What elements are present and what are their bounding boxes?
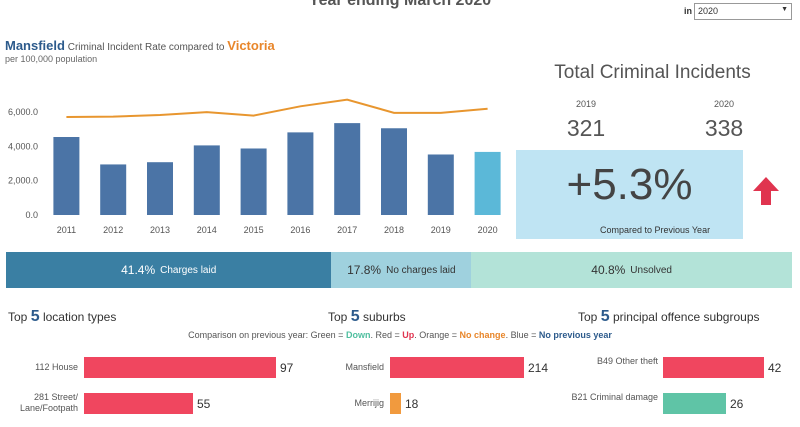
bar-2016[interactable] <box>287 132 314 215</box>
outcome-percent: 41.4% <box>121 263 156 277</box>
x-tick-label: 2013 <box>150 225 170 235</box>
bar-2017[interactable] <box>334 123 361 215</box>
comparison-legend: Comparison on previous year: Green = Dow… <box>188 330 612 340</box>
section-title-locations: Top 5 location types <box>8 308 117 325</box>
year-filter-label: in <box>684 6 692 16</box>
y-tick-label: 0.0 <box>25 210 38 220</box>
compare-region-name: Victoria <box>227 38 275 53</box>
outcome-label: Unsolved <box>630 264 672 276</box>
chart-title: Mansfield Criminal Incident Rate compare… <box>5 38 275 53</box>
bar-2015[interactable] <box>240 148 267 215</box>
list-item-label: 112 House <box>35 362 78 372</box>
chart-subtitle: per 100,000 population <box>5 54 98 64</box>
victoria-line[interactable] <box>66 98 488 118</box>
list-item-label: Mansfield <box>345 362 384 372</box>
year-dropdown-value: 2020 <box>698 6 719 16</box>
list-item-label: B21 Criminal damage <box>571 392 658 402</box>
x-tick-label: 2012 <box>103 225 123 235</box>
outcome-bar: 41.4% Charges laid 17.8% No charges laid 40.… <box>6 252 792 288</box>
x-tick-label: 2014 <box>197 225 217 235</box>
bar-2011[interactable] <box>53 137 80 215</box>
list-item-label: B49 Other theft <box>596 356 658 366</box>
region-name: Mansfield <box>5 38 65 53</box>
x-tick-label: 2017 <box>337 225 357 235</box>
change-percent: +5.3% <box>566 160 693 209</box>
change-panel <box>516 150 743 239</box>
summary-title: Total Criminal Incidents <box>554 62 751 83</box>
x-tick-label: 2020 <box>478 225 498 235</box>
trend-chart: 0.0 2,000.0 4,000.0 6,000.0 2011 2012 2013 2014… <box>8 98 501 235</box>
x-tick-label: 2011 <box>57 225 76 235</box>
change-caption: Compared to Previous Year <box>600 225 711 235</box>
list-item-value: 97 <box>280 361 294 375</box>
y-tick-label: 2,000.0 <box>8 176 38 186</box>
outcome-percent: 40.8% <box>591 263 626 277</box>
prev-year-value: 321 <box>566 115 606 141</box>
list-item-bar[interactable] <box>84 393 193 414</box>
y-tick-label: 6,000.0 <box>8 107 38 117</box>
bar-2012[interactable] <box>100 164 127 215</box>
bar-2020[interactable] <box>474 151 501 215</box>
bar-2014[interactable] <box>193 145 220 215</box>
list-item-value: 55 <box>197 397 211 411</box>
outcome-label: Charges laid <box>160 264 217 276</box>
section-title-offences: Top 5 principal offence subgroups <box>578 308 760 325</box>
list-item-bar[interactable] <box>663 393 726 414</box>
chevron-down-icon: ▼ <box>781 6 788 13</box>
up-arrow-icon <box>753 177 779 205</box>
list-item-bar[interactable] <box>84 357 276 378</box>
bar-2019[interactable] <box>427 154 454 215</box>
outcome-segment-2[interactable]: 40.8% Unsolved <box>471 252 792 288</box>
x-tick-label: 2016 <box>290 225 310 235</box>
list-item-bar[interactable] <box>390 357 524 378</box>
list-item-label: 281 Street/ Lane/Footpath <box>19 392 78 413</box>
x-tick-label: 2018 <box>384 225 404 235</box>
outcome-label: No charges laid <box>386 264 456 276</box>
list-item-value: 18 <box>405 397 419 411</box>
outcome-segment-1[interactable]: 17.8% No charges laid <box>331 252 472 288</box>
section-title-suburbs: Top 5 suburbs <box>328 308 406 325</box>
year-dropdown[interactable]: 2020 ▼ <box>694 3 792 20</box>
list-item-value: 26 <box>730 397 744 411</box>
bar-2018[interactable] <box>381 128 407 215</box>
year-filter[interactable]: in 2020 ▼ <box>682 3 792 20</box>
list-item-value: 214 <box>528 361 549 375</box>
x-tick-label: 2019 <box>431 225 451 235</box>
page-title: Year ending March 2020 <box>308 0 492 9</box>
chart-title-mid: Criminal Incident Rate compared to <box>67 42 225 53</box>
y-tick-label: 4,000.0 <box>8 141 38 151</box>
list-item-bar[interactable] <box>390 393 401 414</box>
x-tick-label: 2015 <box>244 225 264 235</box>
prev-year-label: 2019 <box>575 99 597 109</box>
curr-year-label: 2020 <box>713 99 735 109</box>
outcome-segment-0[interactable]: 41.4% Charges laid <box>6 252 332 288</box>
bar-2013[interactable] <box>147 162 173 215</box>
curr-year-value: 338 <box>704 115 744 141</box>
list-item-bar[interactable] <box>663 357 764 378</box>
list-item-label: Merrijig <box>354 398 384 408</box>
outcome-percent: 17.8% <box>347 263 382 277</box>
list-item-value: 42 <box>768 361 782 375</box>
